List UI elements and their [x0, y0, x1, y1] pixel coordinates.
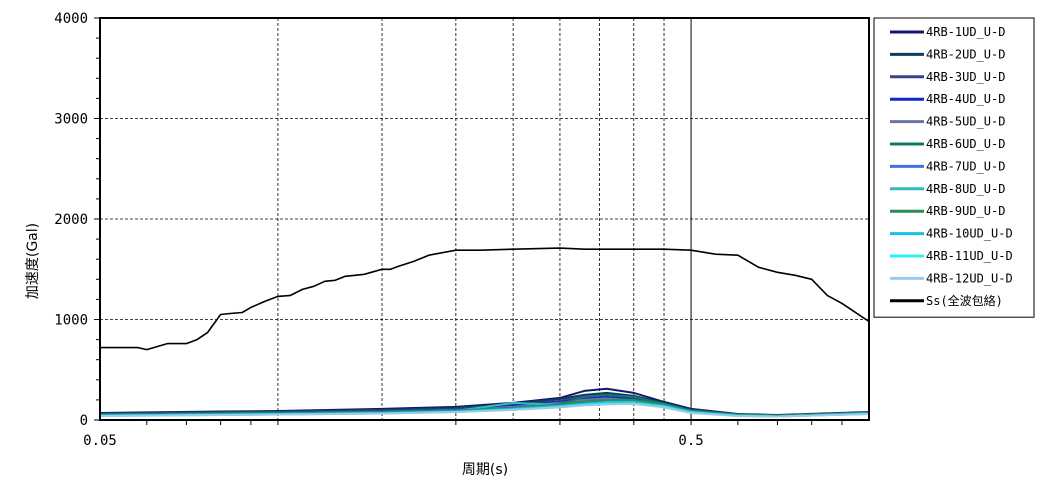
legend-label: 4RB-3UD_U-D [926, 70, 1005, 84]
series-layer [99, 247, 870, 418]
legend-label: 4RB-2UD_U-D [926, 47, 1005, 61]
grid-lines [100, 18, 869, 420]
y-axis: 0 1000 2000 3000 4000 [54, 11, 100, 429]
x-axis-title: 周期(s) [462, 462, 508, 478]
legend-label: 4RB-10UD_U-D [926, 227, 1013, 241]
legend-label: 4RB-9UD_U-D [926, 204, 1005, 218]
y-tick-label: 2000 [54, 212, 88, 228]
legend-label: 4RB-11UD_U-D [926, 249, 1013, 263]
series-line [99, 402, 870, 418]
legend-label: 4RB-4UD_U-D [926, 92, 1005, 106]
legend: 4RB-1UD_U-D 4RB-2UD_U-D 4RB-3UD_U-D 4RB-4UD… [873, 17, 1035, 318]
legend-label: 4RB-7UD_U-D [926, 159, 1005, 173]
legend-label: 4RB-12UD_U-D [926, 271, 1013, 285]
y-axis-title: 加速度(Gal) [25, 223, 41, 299]
legend-label: 4RB-1UD_U-D [926, 25, 1005, 39]
x-axis: 0.05 0.5 [83, 420, 843, 449]
series-line [100, 247, 870, 351]
legend-label: 4RB-8UD_U-D [926, 182, 1005, 196]
x-tick-label: 0.5 [678, 433, 703, 449]
y-tick-label: 1000 [54, 313, 88, 329]
y-tick-label: 3000 [54, 112, 88, 128]
legend-label: 4RB-6UD_U-D [926, 137, 1005, 151]
y-tick-label: 0 [80, 413, 88, 429]
legend-label: 4RB-5UD_U-D [926, 115, 1005, 129]
legend-label: Ss(全波包絡) [926, 293, 1003, 308]
y-tick-label: 4000 [54, 11, 88, 27]
x-tick-label: 0.05 [83, 433, 117, 449]
